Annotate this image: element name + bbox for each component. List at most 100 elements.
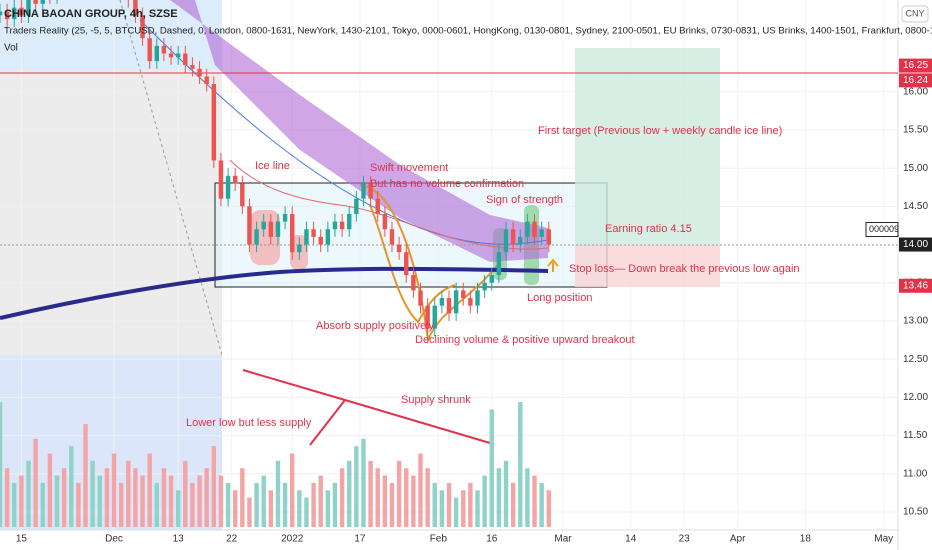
annotation: Declining volume & positive upward break… xyxy=(415,334,635,346)
annotation: Stop loss— Down break the previous low a… xyxy=(569,263,800,275)
candle-body xyxy=(297,244,302,253)
candle-body xyxy=(19,7,24,16)
candle-body xyxy=(510,229,516,245)
candle-body xyxy=(354,198,359,214)
annotation: Earning ratio 4.15 xyxy=(605,223,692,235)
volume-bar xyxy=(304,497,309,527)
volume-bar xyxy=(532,475,537,527)
price-tag-label: 13.46 xyxy=(903,280,928,291)
background xyxy=(0,0,899,550)
candle-body xyxy=(183,53,188,65)
volume-bar xyxy=(396,460,402,527)
volume-bar xyxy=(282,482,288,527)
volume-bar xyxy=(126,460,131,527)
volume-bar xyxy=(4,468,10,527)
annotation: Absorb supply positively xyxy=(316,320,435,332)
volume-bar xyxy=(218,475,224,527)
y-tick-label: 11.50 xyxy=(903,430,928,441)
y-tick-label: 10.50 xyxy=(903,507,928,518)
currency-box[interactable] xyxy=(901,5,929,23)
candle-body xyxy=(518,236,523,245)
volume-bar xyxy=(489,409,494,527)
volume-bar xyxy=(247,497,252,527)
candle-body xyxy=(382,213,388,230)
candle-body xyxy=(375,198,380,214)
volume-bar xyxy=(175,490,181,527)
candle-body xyxy=(396,244,402,253)
candle-body xyxy=(482,282,487,291)
annotation: Swift movement xyxy=(370,162,448,174)
volume-bar xyxy=(140,475,145,527)
candle-body xyxy=(404,252,409,276)
price-tag xyxy=(899,58,932,73)
candle-body xyxy=(304,229,309,245)
candle-body xyxy=(232,175,238,184)
volume-bar xyxy=(90,460,95,527)
candle-body xyxy=(161,45,167,54)
y-tick-label: 12.50 xyxy=(903,354,928,365)
price-tag xyxy=(899,278,932,293)
candle-body xyxy=(197,68,202,77)
volume-bar xyxy=(482,475,487,527)
volume-bar xyxy=(225,482,231,527)
candle-body xyxy=(389,229,395,245)
volume-bar xyxy=(33,438,38,527)
volume-bar xyxy=(297,490,302,527)
volume-bar xyxy=(211,446,217,527)
candle-body xyxy=(289,213,295,253)
x-tick-label: Feb xyxy=(430,534,448,545)
candle-body xyxy=(489,275,494,283)
volume-bar xyxy=(425,468,430,527)
candle-body xyxy=(147,38,152,62)
candle-body xyxy=(254,229,259,245)
candle-body xyxy=(40,0,45,4)
symbol-label: 000009 xyxy=(869,224,899,234)
volume-bar xyxy=(190,482,195,527)
y-tick-label: 14.50 xyxy=(903,201,928,212)
volume-bar xyxy=(54,475,60,527)
x-tick-label: 15 xyxy=(16,534,28,545)
x-tick-label: 2022 xyxy=(281,534,304,545)
x-tick-label: 16 xyxy=(486,534,498,545)
x-tick-label: Apr xyxy=(730,534,746,545)
candles xyxy=(0,0,551,337)
annotation: First target (Previous low + weekly cand… xyxy=(538,125,782,137)
candle-body xyxy=(525,221,530,237)
volume-bar xyxy=(83,424,88,527)
volume-bar xyxy=(411,475,416,527)
candle-body xyxy=(225,175,231,199)
volume-bar xyxy=(518,402,523,527)
volume-bar xyxy=(97,475,102,527)
y-tick-label: 16.00 xyxy=(903,86,928,97)
volume-bar xyxy=(40,482,45,527)
volume-bar xyxy=(26,460,31,527)
volume-bar xyxy=(197,475,202,527)
candle-body xyxy=(475,290,480,306)
volume-bar xyxy=(382,475,388,527)
volume-bar xyxy=(339,468,345,527)
currency[interactable]: CNY xyxy=(905,8,924,18)
annotation: Supply shrunk xyxy=(401,394,471,406)
volume-bar xyxy=(232,490,238,527)
candle-body xyxy=(268,221,274,237)
volume-bar xyxy=(375,468,380,527)
candle-body xyxy=(12,7,17,20)
candle-body xyxy=(425,305,430,329)
volume-bar xyxy=(389,482,395,527)
volume-bar xyxy=(19,475,24,527)
candle-body xyxy=(282,213,288,222)
x-tick-label: 14 xyxy=(625,534,637,545)
volume-bar xyxy=(546,490,551,527)
price-tag-label: 16.24 xyxy=(903,75,928,86)
x-tick-label: May xyxy=(874,534,893,545)
volume-bar xyxy=(439,490,445,527)
volume-bar xyxy=(432,482,437,527)
annotation: Sign of strength xyxy=(486,194,563,206)
volume-bar xyxy=(254,482,259,527)
volume-pane xyxy=(0,402,551,527)
volume-bar xyxy=(418,453,423,527)
volume-bar xyxy=(325,490,331,527)
candle-body xyxy=(154,45,160,62)
volume-bar xyxy=(461,490,466,527)
candle-body xyxy=(339,221,345,230)
